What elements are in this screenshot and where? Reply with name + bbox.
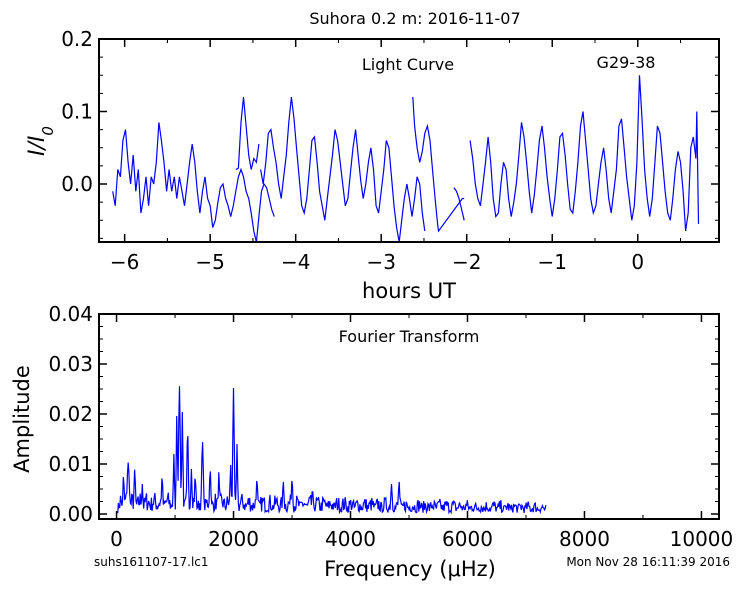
- light-curve-ytick-label: 0.0: [61, 172, 93, 196]
- fourier-xtick-label: 8000: [559, 527, 610, 551]
- light-curve-xtick-label: −1: [537, 250, 566, 274]
- fourier-ytick-label: 0.03: [48, 352, 93, 376]
- light-curve-segment: [112, 122, 275, 242]
- fourier-xtick-label: 6000: [442, 527, 493, 551]
- fourier-ticks: [99, 313, 719, 519]
- light-curve-xtick-label: 0: [631, 250, 644, 274]
- light-curve-segment: [260, 96, 426, 242]
- light-curve-tick-labels: −6 −5 −4 −3 −2 −1 0 0.0 0.1 0.2: [61, 27, 644, 274]
- light-curve-xtick-label: −4: [281, 250, 310, 274]
- light-curve-series: [112, 75, 700, 242]
- fourier-xlabel: Frequency (μHz): [324, 557, 496, 581]
- fourier-panel: 0 2000 4000 6000 8000 10000 0.00 0.01 0.02 0.03 0.…: [10, 302, 733, 581]
- fourier-xtick-label: 2000: [208, 527, 259, 551]
- light-curve-segment: [437, 197, 465, 233]
- light-curve-xlabel: hours UT: [362, 279, 456, 303]
- light-curve-segment: [453, 187, 465, 221]
- fourier-xtick-label: 0: [110, 527, 123, 551]
- light-curve-axes-frame: [98, 38, 720, 243]
- light-curve-segment: [412, 96, 439, 224]
- light-curve-ytick-label: 0.1: [61, 100, 93, 124]
- fourier-ytick-label: 0.02: [48, 402, 93, 426]
- fourier-label: Fourier Transform: [339, 327, 480, 346]
- light-curve-ylabel: I/I0: [25, 126, 57, 156]
- light-curve-label: Light Curve: [362, 55, 454, 74]
- fourier-plot-area: [117, 386, 547, 515]
- fourier-xtick-label: 4000: [325, 527, 376, 551]
- fourier-ytick-label: 0.04: [48, 302, 93, 326]
- light-curve-xtick-label: −3: [366, 250, 395, 274]
- light-curve-segment: [235, 96, 260, 171]
- footer-timestamp: Mon Nov 28 16:11:39 2016: [566, 555, 730, 569]
- fourier-ytick-label: 0.00: [48, 502, 93, 526]
- light-curve-xtick-label: −5: [195, 250, 224, 274]
- light-curve-xtick-label: −2: [452, 250, 481, 274]
- light-curve-plot-area: [112, 75, 700, 242]
- light-curve-panel: −6 −5 −4 −3 −2 −1 0 0.0 0.1 0.2 Light Curve G29-3…: [25, 27, 720, 303]
- fourier-xtick-label: 10000: [670, 527, 734, 551]
- fourier-series: [117, 386, 547, 515]
- light-curve-ylabel-subscript: 0: [39, 126, 57, 136]
- light-curve-xtick-label: −6: [110, 250, 139, 274]
- footer-filename: suhs161107-17.lc1: [94, 555, 209, 569]
- figure-suptitle: Suhora 0.2 m: 2016-11-07: [309, 9, 520, 28]
- light-curve-ytick-label: 0.2: [61, 27, 93, 51]
- fourier-ylabel: Amplitude: [10, 365, 34, 473]
- fourier-amplitude-line: [117, 386, 547, 515]
- star-name-label: G29-38: [597, 53, 656, 72]
- fourier-ytick-label: 0.01: [48, 452, 93, 476]
- fourier-tick-labels: 0 2000 4000 6000 8000 10000 0.00 0.01 0.02 0.03 0.…: [48, 302, 733, 551]
- light-curve-ylabel-main: I/I: [25, 136, 50, 156]
- light-curve-segment: [469, 75, 700, 232]
- light-curve-ticks: [99, 38, 719, 242]
